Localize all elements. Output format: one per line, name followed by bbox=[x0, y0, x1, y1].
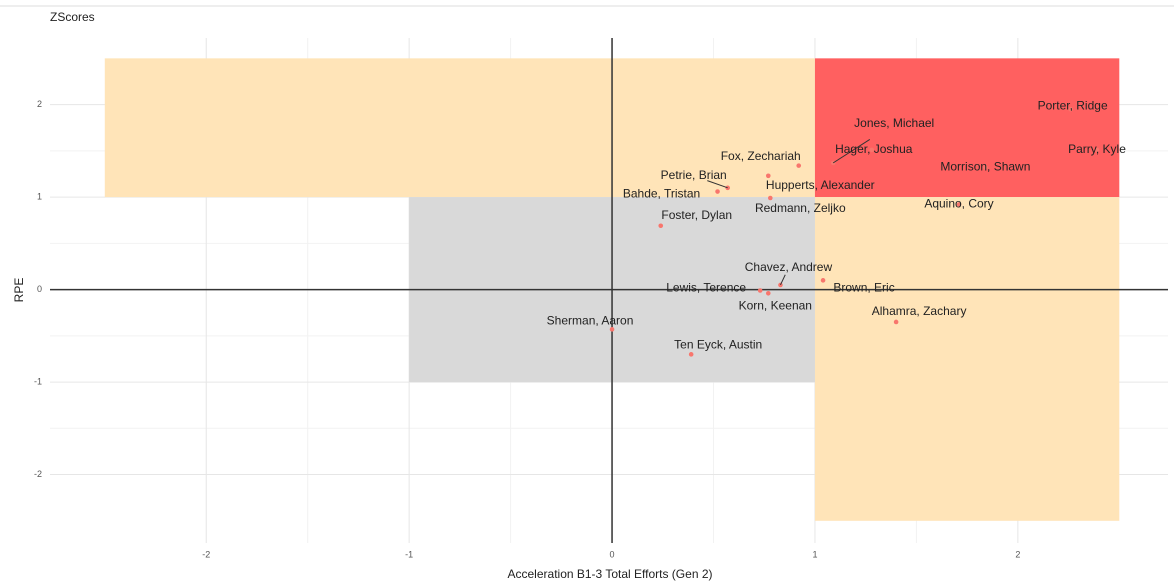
label-connector bbox=[780, 274, 786, 286]
region bbox=[104, 58, 815, 198]
point-label: Fox, Zechariah bbox=[721, 149, 801, 163]
point bbox=[609, 327, 615, 332]
y-axis-label: RPE bbox=[12, 278, 26, 303]
point bbox=[765, 290, 771, 296]
y-tick-label: 2 bbox=[37, 99, 42, 109]
point bbox=[956, 202, 962, 207]
point bbox=[688, 352, 694, 357]
point-label: Alhamra, Zachary bbox=[872, 304, 967, 318]
point-label: Bahde, Tristan bbox=[623, 187, 700, 201]
point-label: Sherman, Aaron bbox=[547, 314, 634, 328]
y-tick-label: -2 bbox=[34, 469, 42, 479]
point-label: Parry, Kyle bbox=[1068, 142, 1126, 156]
point bbox=[765, 173, 771, 179]
point bbox=[983, 165, 988, 170]
point-label: Aquino, Cory bbox=[924, 197, 993, 211]
label-connector bbox=[707, 180, 728, 189]
point-label: Redmann, Zeljko bbox=[755, 201, 846, 215]
point-label: Lewis, Terence bbox=[666, 281, 746, 295]
x-tick-label: -1 bbox=[405, 549, 413, 559]
point bbox=[757, 288, 763, 293]
point bbox=[768, 195, 773, 201]
point bbox=[869, 147, 875, 153]
point bbox=[796, 163, 802, 168]
x-tick-label: 0 bbox=[610, 549, 615, 559]
point-label: Hupperts, Alexander bbox=[766, 178, 875, 192]
point-label: Chavez, Andrew bbox=[745, 260, 833, 274]
chart-title: ZScores bbox=[50, 10, 95, 24]
point-label: Hager, Joshua bbox=[835, 142, 913, 156]
point-label: Brown, Eric bbox=[833, 280, 894, 294]
y-tick-label: 1 bbox=[37, 191, 42, 201]
point bbox=[820, 278, 826, 283]
y-tick-label: 0 bbox=[37, 284, 42, 294]
point bbox=[1094, 147, 1100, 153]
region bbox=[814, 58, 1120, 198]
point-label: Foster, Dylan bbox=[661, 208, 732, 222]
point bbox=[893, 319, 899, 325]
x-tick-label: 1 bbox=[812, 549, 817, 559]
x-axis-label: Acceleration B1-3 Total Efforts (Gen 2) bbox=[508, 567, 713, 581]
point-label: Porter, Ridge bbox=[1038, 98, 1108, 112]
point-label: Morrison, Shawn bbox=[940, 160, 1030, 174]
point-label: Ten Eyck, Austin bbox=[674, 337, 762, 351]
point bbox=[1068, 106, 1073, 112]
point bbox=[715, 189, 720, 194]
x-tick-label: 2 bbox=[1015, 549, 1020, 559]
y-tick-label: -1 bbox=[34, 376, 42, 386]
point-label: Jones, Michael bbox=[854, 116, 934, 130]
x-tick-label: -2 bbox=[202, 549, 210, 559]
point-label: Petrie, Brian bbox=[661, 168, 727, 182]
label-connector bbox=[832, 139, 871, 164]
point bbox=[658, 223, 664, 229]
point-label: Korn, Keenan bbox=[739, 298, 812, 312]
region bbox=[814, 197, 1120, 521]
